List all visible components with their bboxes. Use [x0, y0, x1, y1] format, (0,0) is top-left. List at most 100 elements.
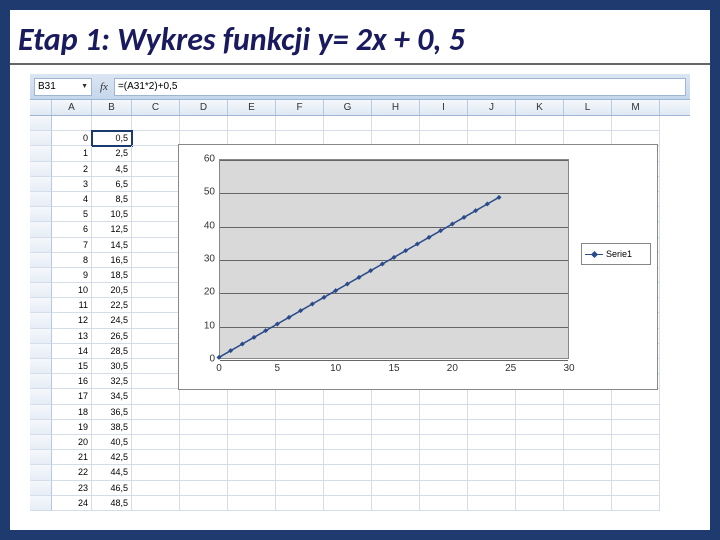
column-header[interactable]: C [132, 100, 180, 115]
embedded-chart[interactable]: Serie1 0102030405060051015202530 [178, 144, 658, 390]
cell[interactable] [564, 389, 612, 404]
column-header[interactable]: I [420, 100, 468, 115]
cell[interactable] [372, 116, 420, 131]
cell[interactable]: 20 [52, 435, 92, 450]
cell[interactable]: 24,5 [92, 313, 132, 328]
cell[interactable] [468, 420, 516, 435]
cell[interactable]: 0 [52, 131, 92, 146]
cell[interactable] [92, 116, 132, 131]
cell[interactable] [324, 420, 372, 435]
dropdown-icon[interactable]: ▼ [81, 83, 88, 90]
cell[interactable] [132, 450, 180, 465]
cell[interactable] [276, 496, 324, 511]
row-header[interactable] [30, 313, 52, 328]
cell[interactable]: 9 [52, 268, 92, 283]
cell[interactable] [468, 389, 516, 404]
row-header[interactable] [30, 359, 52, 374]
row-header[interactable] [30, 435, 52, 450]
row-header[interactable] [30, 162, 52, 177]
cell[interactable] [132, 435, 180, 450]
cell[interactable] [516, 450, 564, 465]
row-header[interactable] [30, 420, 52, 435]
cell[interactable]: 48,5 [92, 496, 132, 511]
row-header[interactable] [30, 238, 52, 253]
cell[interactable] [132, 344, 180, 359]
cell[interactable] [276, 435, 324, 450]
cell[interactable] [132, 192, 180, 207]
cell[interactable] [516, 496, 564, 511]
cell[interactable] [132, 268, 180, 283]
cell[interactable] [180, 496, 228, 511]
cell[interactable] [372, 465, 420, 480]
cell[interactable] [324, 389, 372, 404]
cell[interactable]: 22,5 [92, 298, 132, 313]
cell[interactable]: 10,5 [92, 207, 132, 222]
row-header[interactable] [30, 222, 52, 237]
column-header[interactable]: H [372, 100, 420, 115]
cell[interactable] [132, 283, 180, 298]
cell[interactable]: 46,5 [92, 481, 132, 496]
cell[interactable] [324, 465, 372, 480]
column-header[interactable]: E [228, 100, 276, 115]
cell[interactable] [132, 405, 180, 420]
cell[interactable]: 19 [52, 420, 92, 435]
column-header[interactable]: D [180, 100, 228, 115]
cell[interactable] [132, 496, 180, 511]
cell[interactable] [468, 405, 516, 420]
cell[interactable]: 14,5 [92, 238, 132, 253]
cell[interactable]: 18 [52, 405, 92, 420]
cell[interactable] [132, 389, 180, 404]
cell[interactable] [612, 420, 660, 435]
cell[interactable]: 34,5 [92, 389, 132, 404]
cell[interactable] [372, 450, 420, 465]
cell[interactable] [228, 450, 276, 465]
row-header[interactable] [30, 389, 52, 404]
cell[interactable] [228, 481, 276, 496]
cell[interactable] [468, 496, 516, 511]
cell[interactable]: 8,5 [92, 192, 132, 207]
cell[interactable]: 42,5 [92, 450, 132, 465]
cell[interactable]: 16 [52, 374, 92, 389]
cell[interactable] [132, 374, 180, 389]
chart-legend[interactable]: Serie1 [581, 243, 651, 265]
cell[interactable]: 6,5 [92, 177, 132, 192]
cell[interactable] [276, 420, 324, 435]
cell[interactable] [420, 405, 468, 420]
formula-input[interactable]: =(A31*2)+0,5 [114, 78, 686, 96]
cell[interactable] [516, 481, 564, 496]
row-header[interactable] [30, 207, 52, 222]
row-header[interactable] [30, 253, 52, 268]
cell[interactable]: 0,5 [92, 131, 132, 146]
cell[interactable] [564, 496, 612, 511]
cell[interactable] [276, 450, 324, 465]
cell[interactable]: 4,5 [92, 162, 132, 177]
row-header[interactable] [30, 283, 52, 298]
cell[interactable] [564, 465, 612, 480]
cell[interactable] [372, 481, 420, 496]
fx-icon[interactable]: fx [100, 81, 108, 93]
cell[interactable]: 40,5 [92, 435, 132, 450]
row-header[interactable] [30, 344, 52, 359]
cell[interactable] [420, 496, 468, 511]
row-header[interactable] [30, 146, 52, 161]
cell[interactable] [612, 435, 660, 450]
cell[interactable]: 13 [52, 329, 92, 344]
cell[interactable]: 14 [52, 344, 92, 359]
cell[interactable] [372, 389, 420, 404]
cell[interactable]: 26,5 [92, 329, 132, 344]
row-header[interactable] [30, 268, 52, 283]
cell[interactable] [180, 405, 228, 420]
cell[interactable]: 11 [52, 298, 92, 313]
cell[interactable] [228, 496, 276, 511]
row-header[interactable] [30, 450, 52, 465]
cell[interactable]: 23 [52, 481, 92, 496]
cell[interactable]: 12 [52, 313, 92, 328]
cell[interactable] [468, 481, 516, 496]
cell[interactable] [228, 116, 276, 131]
row-header[interactable] [30, 374, 52, 389]
cell[interactable] [420, 420, 468, 435]
cell[interactable] [372, 435, 420, 450]
cell[interactable]: 5 [52, 207, 92, 222]
cell[interactable] [420, 465, 468, 480]
cell[interactable] [180, 435, 228, 450]
